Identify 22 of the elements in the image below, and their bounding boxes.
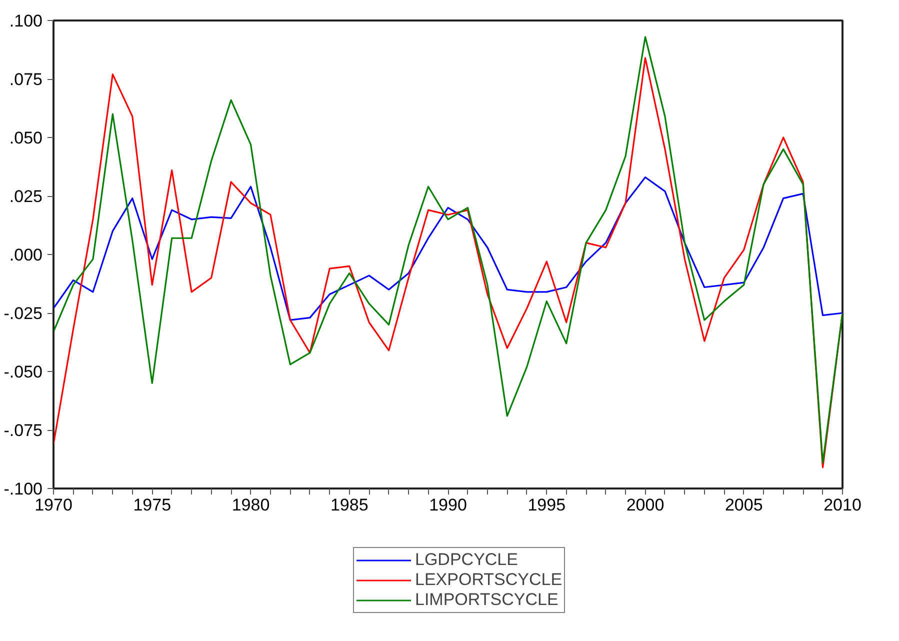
x-tick-label: 1980 (232, 496, 270, 514)
y-tick-label: -.075 (4, 421, 42, 440)
legend-label: LEXPORTSCYCLE (415, 570, 562, 590)
legend-label: LGDPCYCLE (415, 550, 518, 570)
legend-label: LIMPORTSCYCLE (415, 590, 558, 610)
x-tick-label: 2010 (824, 496, 862, 514)
x-tick-label: 1985 (330, 496, 368, 514)
x-tick-label: 1970 (34, 496, 72, 514)
y-tick-label: .050 (9, 128, 43, 148)
x-tick-label: 1995 (528, 496, 566, 514)
y-tick-label: -.100 (4, 480, 42, 498)
x-tick-label: 2000 (626, 496, 664, 514)
y-tick-label: -.025 (4, 304, 42, 323)
x-tick-label: 1990 (429, 496, 467, 514)
y-tick-label: .075 (9, 70, 43, 89)
y-tick-label: -.050 (4, 362, 42, 382)
y-tick-label: .025 (9, 187, 43, 206)
line-series (54, 176, 842, 321)
y-tick-label: .000 (9, 246, 43, 264)
x-tick-label: 2005 (724, 496, 763, 514)
x-tick-label: 1975 (133, 496, 172, 514)
y-tick-label: .100 (9, 12, 43, 30)
